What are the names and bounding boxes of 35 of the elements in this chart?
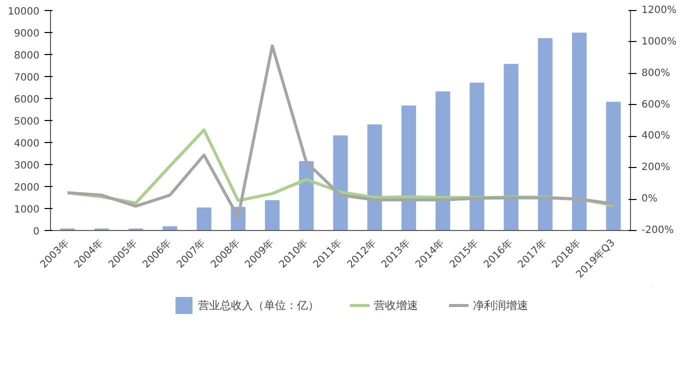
legend-label: 净利润增速 — [473, 298, 528, 312]
y2-tick-label: 800% — [642, 68, 670, 79]
legend-label: 营业总收入（单位：亿） — [198, 298, 319, 312]
y-tick-label: 3000 — [14, 160, 40, 172]
y-tick-label: 1000 — [14, 204, 40, 216]
bar — [401, 105, 416, 230]
y2-tick-label: 200% — [642, 162, 670, 174]
y-tick-label: 10000 — [8, 6, 40, 18]
bar — [606, 102, 621, 230]
y2-tick-label: 1000% — [642, 36, 676, 48]
y-tick-label: 5000 — [14, 116, 40, 128]
bar — [436, 91, 450, 230]
bar — [367, 124, 382, 230]
y-tick-label: 2000 — [14, 182, 40, 194]
y2-tick-label: 400% — [642, 130, 670, 142]
y-tick-label: 6000 — [14, 94, 40, 106]
bar — [299, 161, 314, 230]
bar — [504, 64, 518, 230]
bar — [572, 32, 587, 230]
bar — [470, 82, 484, 230]
bar — [538, 38, 553, 230]
y2-tick-label: -200% — [642, 225, 674, 236]
y-tick-label: 4000 — [14, 138, 40, 150]
y-tick-label: 7000 — [14, 72, 40, 84]
y-tick-label: 9000 — [14, 28, 40, 40]
y2-tick-label: 600% — [642, 99, 670, 110]
y-tick-label: 0 — [33, 226, 40, 238]
line-series — [66, 44, 615, 219]
y-tick-label: 8000 — [14, 50, 40, 62]
bar — [333, 135, 348, 230]
y2-tick-label: 0% — [642, 194, 658, 205]
bar — [196, 208, 212, 230]
bar — [264, 200, 280, 230]
legend-label: 营收增速 — [374, 298, 418, 312]
y2-tick-label: 1200% — [642, 5, 676, 16]
